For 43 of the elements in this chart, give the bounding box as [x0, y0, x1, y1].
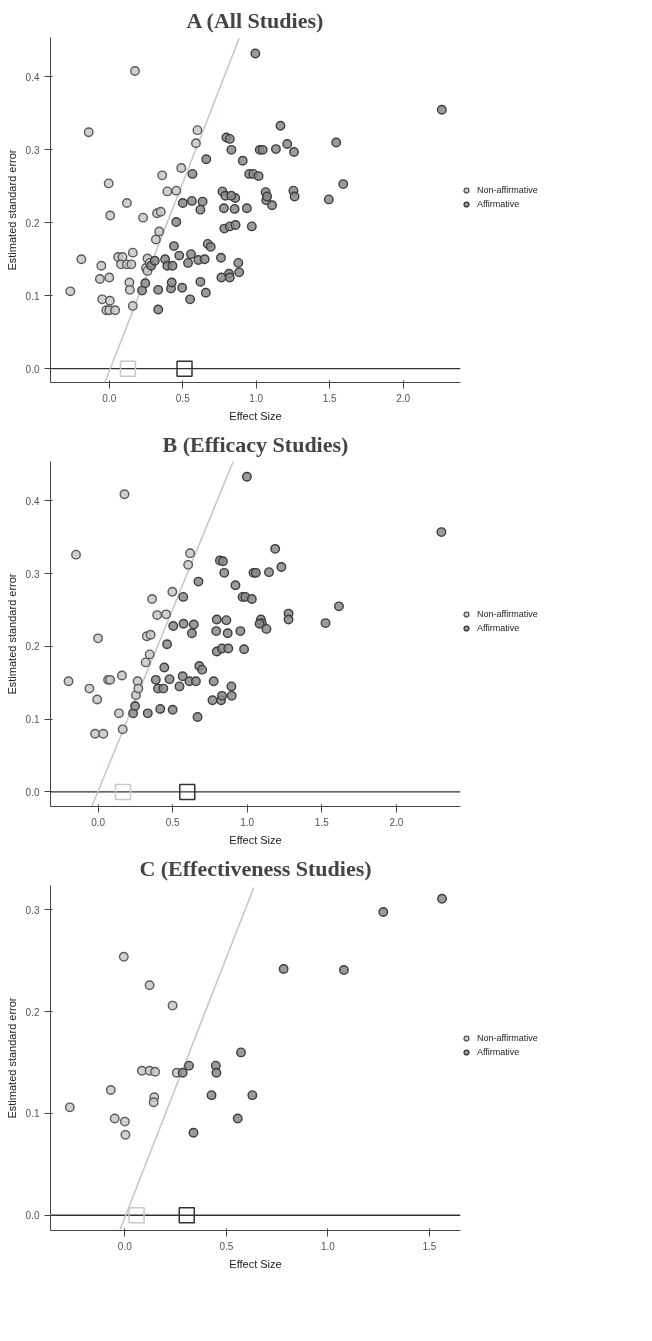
x-tick-label: 0.5	[175, 392, 191, 404]
chart-title: A (All Studies)	[186, 7, 324, 33]
y-tick-label: 0.1	[25, 1108, 40, 1120]
y-tick-label: 0.0	[25, 363, 40, 375]
chart-title: B (Efficacy Studies)	[162, 431, 349, 457]
legend-label: Affirmative	[477, 198, 521, 210]
x-tick-label: 0.0	[91, 816, 106, 828]
x-tick-label: 0.0	[102, 392, 117, 404]
x-axis-title: Effect Size	[229, 833, 282, 846]
x-axis-title: Effect Size	[229, 409, 282, 422]
legend-label: Non-affirmative	[477, 1032, 539, 1044]
x-tick-label: 1.0	[240, 816, 255, 828]
y-axis-title: Estimated standard error	[5, 573, 18, 695]
y-tick-label: 0.1	[25, 714, 40, 726]
y-tick-label: 0.2	[25, 217, 40, 229]
y-tick-label: 0.3	[25, 144, 40, 156]
x-tick-label: 1.5	[422, 1240, 437, 1252]
x-tick-label: 0.5	[165, 816, 181, 828]
x-tick-label: 1.5	[322, 392, 338, 404]
x-tick-label: 1.5	[314, 816, 330, 828]
legend-label: Affirmative	[477, 622, 521, 634]
y-tick-label: 0.3	[25, 904, 40, 916]
y-axis-title: Estimated standard error	[5, 149, 18, 271]
x-tick-label: 0.5	[219, 1240, 234, 1252]
y-tick-label: 0.4	[25, 71, 40, 83]
x-tick-label: 2.0	[389, 816, 404, 828]
x-tick-label: 0.0	[117, 1240, 133, 1252]
y-axis-title: Estimated standard error	[5, 997, 18, 1119]
legend-label: Non-affirmative	[477, 184, 539, 196]
y-tick-label: 0.1	[25, 290, 40, 302]
x-tick-label: 2.0	[396, 392, 411, 404]
y-tick-label: 0.0	[25, 786, 40, 798]
y-tick-label: 0.2	[25, 1006, 40, 1018]
x-tick-label: 1.0	[249, 392, 264, 404]
chart-title: C (Effectiveness Studies)	[139, 855, 372, 881]
y-tick-label: 0.3	[25, 568, 40, 580]
legend-label: Non-affirmative	[477, 608, 539, 620]
y-tick-label: 0.0	[25, 1210, 40, 1222]
y-tick-label: 0.2	[25, 641, 40, 653]
y-tick-label: 0.4	[25, 495, 40, 507]
x-axis-title: Effect Size	[229, 1257, 282, 1270]
x-tick-label: 1.0	[320, 1240, 336, 1252]
legend-label: Affirmative	[477, 1046, 521, 1058]
